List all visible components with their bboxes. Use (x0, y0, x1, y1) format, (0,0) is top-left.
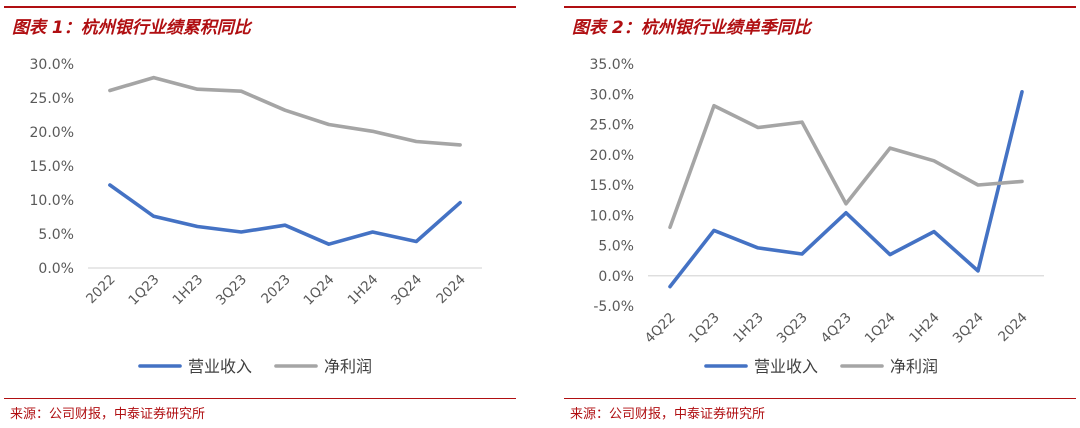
x-tick-label: 2024 (433, 272, 469, 308)
title-rule (564, 6, 1076, 8)
x-tick-label: 4Q22 (642, 310, 679, 347)
series-line-net-profit (668, 103, 1024, 230)
x-tick-label: 1Q23 (686, 310, 723, 347)
x-tick-label: 3Q24 (388, 272, 425, 309)
x-tick-label: 1H24 (345, 272, 382, 309)
source-rule (564, 398, 1076, 399)
y-tick-label: 5.0% (598, 239, 634, 255)
y-tick-label: 30.0% (590, 87, 634, 103)
x-tick-label: 4Q23 (818, 310, 855, 347)
source-rule (4, 398, 516, 399)
y-tick-label: 5.0% (38, 227, 74, 243)
line-chart-quarterly: -5.0% 0.0% 5.0% 10.0% 15.0% 20.0% 25.0% 30.0% 35… (590, 57, 1044, 376)
y-tick-label: -5.0% (593, 299, 634, 315)
y-tick-label: 30.0% (30, 57, 74, 73)
y-tick-label: 25.0% (590, 118, 634, 134)
x-tick-label: 2022 (83, 272, 119, 308)
x-tick-label: 1H23 (730, 310, 767, 347)
y-tick-label: 10.0% (590, 208, 634, 224)
chart-panel-cumulative: 图表 1：杭州银行业绩累积同比 0.0% 5.0% 10.0% 15.0% 20.0% 2… (0, 0, 520, 428)
x-tick-label: 3Q24 (950, 310, 987, 347)
legend-label: 营业收入 (754, 357, 818, 376)
chart-title-bar: 图表 2：杭州银行业绩单季同比 (564, 6, 1076, 38)
legend-label: 营业收入 (188, 357, 252, 376)
x-tick-label: 1Q24 (862, 310, 899, 347)
series-line-net-profit (108, 75, 462, 147)
x-tick-label: 1H24 (906, 310, 943, 347)
y-tick-label: 10.0% (30, 193, 74, 209)
x-tick-label: 1Q24 (301, 272, 338, 309)
x-tick-label: 3Q23 (213, 272, 250, 309)
y-tick-label: 20.0% (30, 125, 74, 141)
x-tick-label: 3Q23 (774, 310, 811, 347)
source-note: 来源：公司财报，中泰证券研究所 (570, 407, 766, 422)
x-tick-label: 2024 (995, 310, 1031, 346)
legend-label: 净利润 (324, 357, 372, 376)
y-tick-label: 0.0% (38, 261, 74, 277)
y-tick-label: 15.0% (590, 178, 634, 194)
y-tick-label: 20.0% (590, 148, 634, 164)
y-tick-label: 25.0% (30, 91, 74, 107)
series-line-revenue (108, 183, 462, 246)
y-tick-label: 15.0% (30, 159, 74, 175)
line-chart-cumulative: 0.0%5.0%10.0%15.0%20.0%25.0%30.0%2022 1Q2… (30, 57, 482, 376)
chart-title: 图表 2：杭州银行业绩单季同比 (572, 18, 811, 38)
legend-label: 净利润 (890, 357, 938, 376)
chart-panel-quarterly: 图表 2：杭州银行业绩单季同比 -5.0% 0.0% 5.0% 10.0% 15.0% 2… (560, 0, 1080, 428)
x-tick-label: 2023 (258, 272, 294, 308)
x-tick-label: 1Q23 (125, 272, 162, 309)
source-note: 来源：公司财报，中泰证券研究所 (10, 407, 206, 422)
series-line-revenue (668, 89, 1024, 289)
chart-title: 图表 1：杭州银行业绩累积同比 (12, 18, 251, 38)
chart-title-bar: 图表 1：杭州银行业绩累积同比 (4, 6, 516, 38)
y-tick-label: 0.0% (598, 269, 634, 285)
title-rule (4, 6, 516, 8)
x-tick-label: 1H23 (170, 272, 207, 309)
y-tick-label: 35.0% (590, 57, 634, 73)
